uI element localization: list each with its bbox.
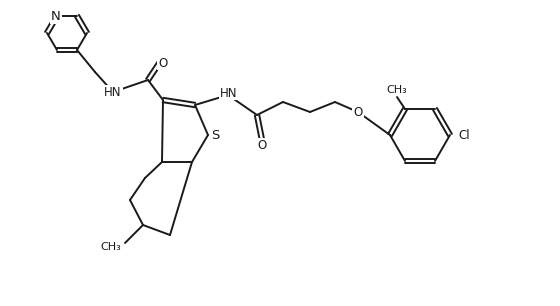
Text: HN: HN xyxy=(104,85,122,99)
Text: O: O xyxy=(158,57,167,69)
Text: O: O xyxy=(258,139,267,151)
Text: HN: HN xyxy=(220,87,238,99)
Text: CH₃: CH₃ xyxy=(386,85,407,95)
Text: N: N xyxy=(51,9,61,23)
Text: S: S xyxy=(211,129,219,141)
Text: CH₃: CH₃ xyxy=(101,242,122,252)
Text: Cl: Cl xyxy=(458,129,470,141)
Text: O: O xyxy=(353,106,363,118)
